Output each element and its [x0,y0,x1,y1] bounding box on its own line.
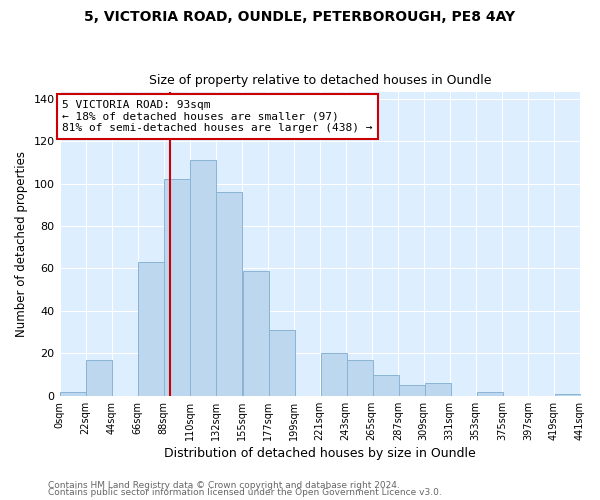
Bar [321,354,347,396]
Title: Size of property relative to detached houses in Oundle: Size of property relative to detached ho… [149,74,491,87]
Text: 5 VICTORIA ROAD: 93sqm
← 18% of detached houses are smaller (97)
81% of semi-det: 5 VICTORIA ROAD: 93sqm ← 18% of detached… [62,100,373,133]
Bar [399,385,425,396]
Y-axis label: Number of detached properties: Number of detached properties [15,151,28,337]
Bar [477,392,503,396]
Bar [59,392,86,396]
Bar [164,180,190,396]
Text: Contains HM Land Registry data © Crown copyright and database right 2024.: Contains HM Land Registry data © Crown c… [48,480,400,490]
Bar [555,394,581,396]
Bar [373,374,399,396]
Bar [86,360,112,396]
Bar [243,270,269,396]
Bar [425,383,451,396]
X-axis label: Distribution of detached houses by size in Oundle: Distribution of detached houses by size … [164,447,476,460]
Bar [190,160,215,396]
Bar [269,330,295,396]
Bar [137,262,164,396]
Bar [347,360,373,396]
Bar [215,192,242,396]
Text: Contains public sector information licensed under the Open Government Licence v3: Contains public sector information licen… [48,488,442,497]
Text: 5, VICTORIA ROAD, OUNDLE, PETERBOROUGH, PE8 4AY: 5, VICTORIA ROAD, OUNDLE, PETERBOROUGH, … [85,10,515,24]
